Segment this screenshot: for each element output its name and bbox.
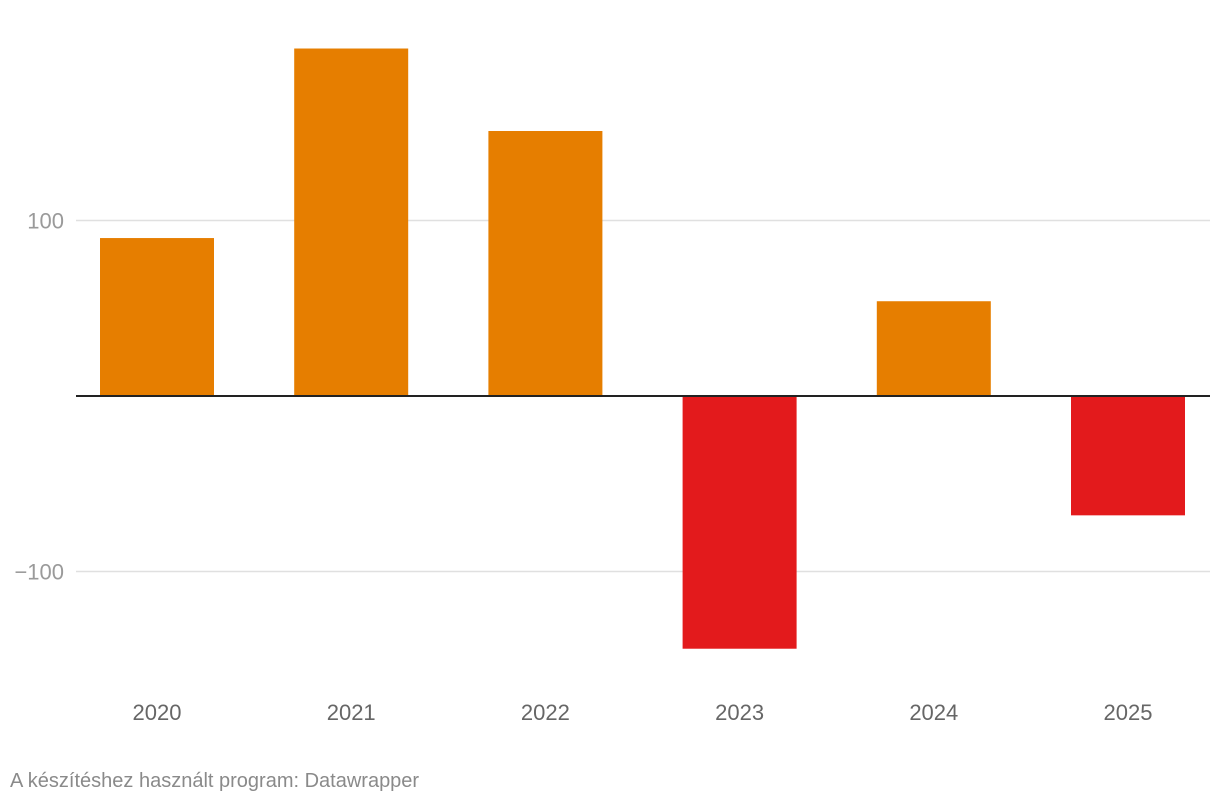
gridlines: 100 −100: [14, 209, 1210, 585]
bar-2021: [294, 48, 409, 396]
category-labels: 2020 2021 2022 2023 2024 2025: [133, 700, 1153, 725]
y-tick-label: −100: [14, 560, 64, 585]
x-tick-label: 2020: [133, 700, 182, 725]
bar-2024: [876, 301, 991, 396]
bar-2025: [1071, 396, 1185, 516]
bars: [100, 48, 1185, 649]
x-tick-label: 2021: [327, 700, 376, 725]
x-tick-label: 2025: [1104, 700, 1153, 725]
bar-chart: 100 −100 2020 2021 2022 2023 2024 2025: [14, 48, 1210, 725]
bar-2020: [100, 238, 214, 396]
bar-2022: [488, 130, 603, 396]
x-tick-label: 2022: [521, 700, 570, 725]
x-tick-label: 2024: [909, 700, 958, 725]
y-tick-label: 100: [27, 209, 64, 234]
x-tick-label: 2023: [715, 700, 764, 725]
bar-2023: [682, 396, 797, 649]
footer-credit: A készítéshez használt program: Datawrap…: [10, 770, 420, 792]
